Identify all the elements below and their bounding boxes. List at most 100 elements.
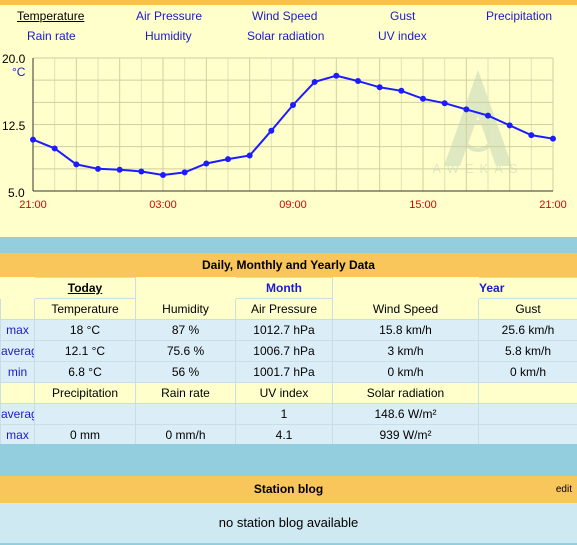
blog-title: Station blog [253, 482, 324, 496]
col-header: Air Pressure [235, 298, 333, 320]
period-today[interactable]: Today [34, 277, 136, 299]
data-point [246, 152, 253, 159]
data-point [73, 161, 80, 168]
table-cell: 0 mm/h [135, 424, 236, 446]
y-tick-label: 20.0 [2, 52, 26, 66]
data-point [463, 106, 470, 113]
tab-humidity[interactable]: Humidity [145, 29, 192, 43]
table-cell: 12.1 °C [34, 340, 136, 362]
section-divider [0, 237, 577, 253]
data-point [203, 160, 210, 167]
y-axis-unit: °C [12, 65, 26, 79]
data-point [225, 156, 231, 163]
data-point [441, 100, 448, 107]
table-cell: 939 W/m² [332, 424, 479, 446]
tab-uv-index[interactable]: UV index [378, 29, 427, 43]
tab-air-pressure[interactable]: Air Pressure [136, 9, 203, 23]
table-cell: 5.8 km/h [478, 340, 577, 362]
measurement-tabs: Temperature Air Pressure Wind Speed Gust… [0, 5, 577, 47]
data-point [420, 95, 426, 102]
data-point [528, 132, 535, 139]
tab-gust[interactable]: Gust [390, 9, 416, 23]
data-point [311, 78, 318, 85]
table-cell: 3 km/h [332, 340, 479, 362]
data-point [485, 112, 491, 119]
col-header: Precipitation [34, 382, 136, 404]
row-label: max [0, 424, 35, 446]
blog-message: no station blog available [0, 503, 577, 543]
table-cell: 4.1 [235, 424, 333, 446]
header-row: Temperature Humidity Air Pressure Wind S… [0, 298, 577, 320]
top-accent-bar [0, 0, 577, 5]
table-cell: 56 % [135, 361, 236, 383]
col-header: UV index [235, 382, 333, 404]
watermark-logo-shape [444, 70, 512, 166]
tab-precipitation[interactable]: Precipitation [486, 9, 553, 23]
watermark-logo-ring [462, 120, 494, 152]
col-header: Gust [478, 298, 577, 320]
table-cell [478, 403, 577, 425]
data-point [30, 136, 36, 143]
period-row: Today Month Year [0, 277, 577, 299]
tab-rain-rate[interactable]: Rain rate [27, 29, 76, 43]
x-tick-label: 21:00 [19, 199, 47, 211]
table-cell: 0 km/h [332, 361, 479, 383]
data-point [290, 101, 296, 108]
tab-solar-radiation[interactable]: Solar radiation [247, 29, 325, 43]
temperature-chart-svg: AWEKAS 20.0 °C 12.5 5.0 21:00 03:00 09:0… [2, 52, 567, 211]
data-point [160, 172, 166, 179]
section-divider [0, 444, 577, 476]
temperature-series [30, 72, 556, 179]
y-tick-label: 5.0 [8, 186, 25, 200]
col-header: Humidity [135, 298, 236, 320]
col-header: Temperature [34, 298, 136, 320]
table-cell [135, 403, 236, 425]
blog-header: Station blog edit [0, 476, 577, 503]
table-cell: 148.6 W/m² [332, 403, 479, 425]
temperature-chart: AWEKAS 20.0 °C 12.5 5.0 21:00 03:00 09:0… [0, 48, 577, 218]
table-cell: 1006.7 hPa [235, 340, 333, 362]
col-header [478, 382, 577, 404]
blog-edit-link[interactable]: edit [555, 484, 572, 495]
table-cell [478, 424, 577, 446]
table-cell: 1012.7 hPa [235, 319, 333, 341]
data-point [376, 84, 383, 91]
summary-title: Daily, Monthly and Yearly Data [0, 253, 577, 277]
data-point [398, 87, 405, 94]
table-row: min 6.8 °C 56 % 1001.7 hPa 0 km/h 0 km/h [0, 361, 577, 383]
col-header: Wind Speed [332, 298, 479, 320]
tab-wind-speed[interactable]: Wind Speed [252, 9, 318, 23]
y-tick-label: 12.5 [2, 119, 26, 133]
data-point [51, 145, 58, 152]
table-cell: 25.6 km/h [478, 319, 577, 341]
table-cell: 75.6 % [135, 340, 236, 362]
header-row: Precipitation Rain rate UV index Solar r… [0, 382, 577, 404]
col-header: Rain rate [135, 382, 236, 404]
table-cell: 6.8 °C [34, 361, 136, 383]
table-cell: 1001.7 hPa [235, 361, 333, 383]
period-month[interactable]: Month [235, 277, 333, 299]
table-cell: 87 % [135, 319, 236, 341]
data-point [95, 165, 101, 172]
x-tick-label: 09:00 [279, 199, 307, 211]
table-cell: 18 °C [34, 319, 136, 341]
table-cell [34, 403, 136, 425]
data-point [116, 166, 123, 173]
tab-temperature[interactable]: Temperature [17, 9, 85, 23]
table-cell: 15.8 km/h [332, 319, 479, 341]
bottom-band [0, 543, 577, 545]
table-row: average 12.1 °C 75.6 % 1006.7 hPa 3 km/h… [0, 340, 577, 362]
data-point [333, 72, 340, 79]
chart-axes: 20.0 °C 12.5 5.0 21:00 03:00 09:00 15:00… [2, 52, 567, 211]
data-point [355, 78, 361, 85]
table-row: average 1 148.6 W/m² [0, 403, 577, 425]
period-year[interactable]: Year [478, 277, 577, 299]
data-point [506, 122, 513, 129]
row-label: average [0, 340, 35, 362]
x-tick-label: 21:00 [539, 199, 567, 211]
table-cell: 0 km/h [478, 361, 577, 383]
table-cell: 0 mm [34, 424, 136, 446]
x-tick-label: 15:00 [409, 199, 437, 211]
summary-table: Today Month Year Temperature Humidity Ai… [0, 277, 577, 446]
data-point [268, 127, 275, 134]
